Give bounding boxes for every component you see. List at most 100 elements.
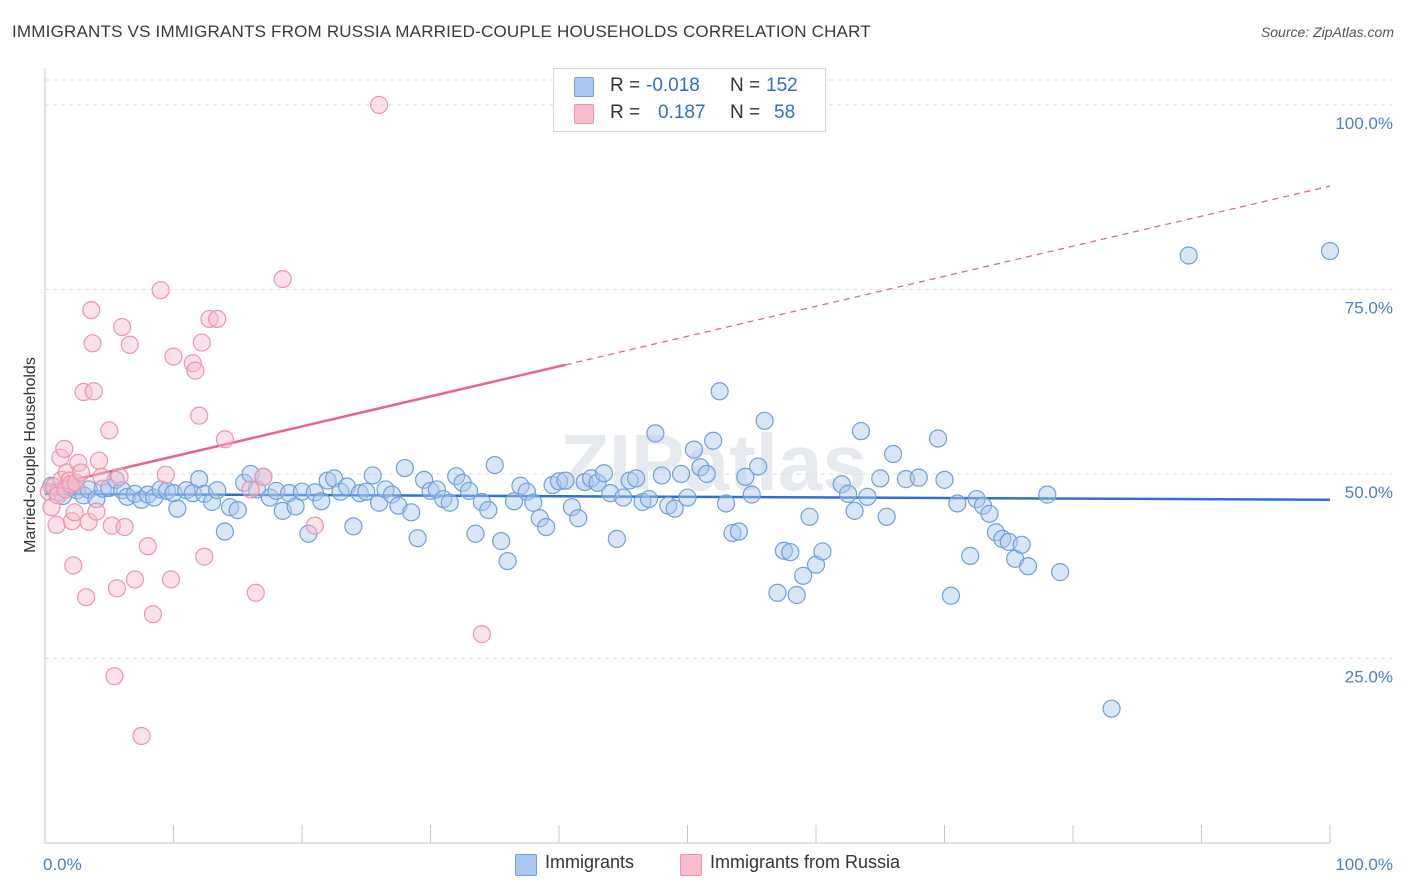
x-tick-label-min: 0.0%	[43, 855, 82, 874]
russia-trend-line-solid	[44, 363, 566, 488]
immigrants-point	[427, 480, 447, 499]
immigrants-point	[607, 529, 626, 549]
immigrants-point	[395, 458, 414, 478]
immigrants-point	[168, 499, 187, 518]
immigrants-point	[87, 489, 106, 509]
immigrants-point	[626, 469, 646, 488]
immigrants-point	[260, 488, 279, 507]
trend-lines	[44, 185, 1331, 502]
russia-point	[472, 625, 491, 644]
axes	[44, 68, 1331, 844]
immigrants-point	[749, 457, 768, 476]
immigrants-point	[839, 484, 858, 503]
immigrants-point	[504, 492, 524, 511]
tick-labels: 25.0% 50.0% 75.0% 100.0% 0.0% 100.0%	[43, 114, 1393, 874]
immigrants-point	[678, 488, 697, 507]
russia-point	[151, 281, 170, 300]
russia-point	[254, 467, 273, 487]
russia-point	[66, 473, 85, 492]
immigrants-point	[691, 458, 710, 477]
immigrants-point	[652, 466, 671, 485]
immigrants-point	[755, 411, 774, 430]
immigrants-point	[729, 522, 749, 541]
immigrants-point	[858, 487, 877, 506]
immigrants-point	[671, 464, 691, 484]
immigrants-point	[710, 382, 729, 401]
russia-point	[100, 421, 119, 440]
immigrants-point	[851, 422, 871, 441]
immigrants-point	[350, 484, 369, 503]
russia-point	[241, 480, 260, 499]
russia-point	[83, 334, 102, 353]
immigrants-point	[1320, 241, 1340, 261]
russia-point	[115, 517, 134, 537]
legend-n-label: N =	[730, 75, 761, 96]
immigrants-point	[832, 475, 851, 494]
immigrants-point	[704, 431, 723, 450]
stats-legend: R = -0.018 N = 152 R = 0.187 N = 58	[553, 68, 826, 132]
russia-point	[161, 570, 181, 589]
russia-point	[143, 605, 163, 624]
russia-point	[132, 726, 151, 746]
immigrants-point	[986, 523, 1006, 542]
immigrants-point	[228, 501, 247, 520]
immigrants-point	[883, 444, 903, 464]
immigrants-point	[414, 470, 434, 489]
y-axis-label: Married-couple Households	[22, 357, 39, 553]
immigrants-point	[537, 517, 556, 537]
russia-point	[105, 667, 124, 686]
bottom-legend-swatch-immigrants	[515, 854, 537, 876]
immigrants-point	[697, 464, 716, 484]
russia-point	[164, 347, 183, 366]
russia-point	[42, 498, 61, 517]
immigrants-point	[408, 529, 427, 548]
immigrants-point	[736, 467, 755, 487]
immigrants-point	[614, 488, 633, 507]
y-tick-label: 75.0%	[1345, 298, 1393, 317]
bottom-legend-label-russia: Immigrants from Russia	[710, 852, 901, 872]
legend-n-value: 152	[766, 75, 798, 96]
russia-point	[47, 515, 66, 534]
immigrants-point	[215, 522, 234, 541]
immigrants-trend-line	[44, 492, 1331, 502]
immigrants-point	[948, 494, 967, 513]
russia-point	[370, 95, 389, 115]
bottom-legend-swatch-russia	[680, 854, 702, 876]
russia-trend-line-dashed	[565, 185, 1331, 366]
immigrants-point	[935, 470, 954, 489]
russia-point	[156, 465, 175, 484]
immigrants-point	[569, 509, 588, 528]
legend-r-value: 0.187	[658, 102, 706, 123]
immigrants-point	[684, 440, 704, 459]
immigrants-point	[716, 494, 736, 513]
chart-title: IMMIGRANTS VS IMMIGRANTS FROM RUSSIA MAR…	[12, 22, 871, 41]
legend-swatch-russia	[574, 104, 594, 124]
legend-r-label: R =	[610, 75, 641, 96]
immigrants-point	[787, 585, 806, 605]
immigrants-point	[312, 492, 331, 511]
source-label: Source: ZipAtlas.com	[1260, 24, 1394, 40]
immigrants-point	[524, 493, 543, 512]
russia-point	[138, 537, 157, 556]
russia-point	[107, 579, 127, 598]
immigrants-point	[562, 498, 581, 517]
immigrants-point	[556, 471, 575, 490]
immigrants-point	[768, 583, 787, 602]
immigrants-point	[594, 464, 614, 483]
immigrants-point	[479, 501, 498, 520]
immigrants-point	[485, 455, 504, 475]
russia-point	[208, 309, 227, 329]
legend-swatch-immigrants	[574, 77, 594, 97]
immigrants-point	[440, 493, 459, 512]
immigrants-point	[357, 482, 376, 501]
russia-point	[89, 451, 109, 470]
immigrants-point	[639, 489, 659, 509]
immigrants-point	[813, 542, 832, 561]
russia-point	[71, 463, 91, 482]
russia-points	[39, 95, 491, 746]
immigrants-point	[980, 504, 999, 523]
russia-point	[74, 382, 93, 402]
immigrants-point	[941, 586, 961, 605]
legend-n-value: 58	[774, 102, 796, 123]
immigrants-point	[292, 482, 312, 501]
